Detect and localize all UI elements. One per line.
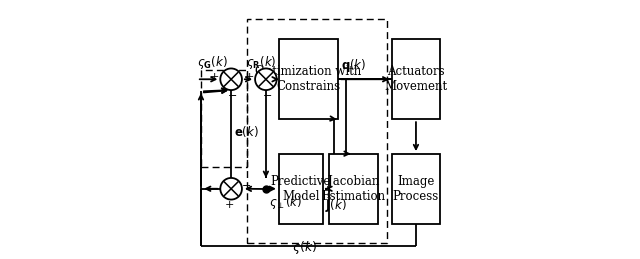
Bar: [246, 19, 387, 243]
Text: $\varsigma_\mathbf{R}(k)$: $\varsigma_\mathbf{R}(k)$: [246, 54, 276, 71]
Bar: [392, 154, 440, 224]
Bar: [279, 39, 338, 119]
Text: Jacobian
Estimation: Jacobian Estimation: [321, 175, 385, 203]
Circle shape: [255, 68, 276, 90]
Text: +: +: [210, 72, 220, 82]
Text: +: +: [244, 72, 254, 82]
Bar: [329, 154, 378, 224]
Text: $\hat{\mathbf{J}}(k)$: $\hat{\mathbf{J}}(k)$: [325, 194, 347, 215]
Text: +: +: [225, 200, 234, 210]
Circle shape: [220, 68, 242, 90]
Text: −: −: [228, 91, 237, 101]
Bar: [392, 39, 440, 119]
Text: $\varsigma_\perp(k)$: $\varsigma_\perp(k)$: [269, 195, 302, 211]
Bar: [201, 70, 247, 167]
Text: $\mathbf{e}(k)$: $\mathbf{e}(k)$: [234, 124, 259, 139]
Text: −: −: [262, 91, 272, 101]
Text: $\mathbf{q}(k)$: $\mathbf{q}(k)$: [341, 57, 367, 74]
Text: Actuators
Movement: Actuators Movement: [385, 65, 447, 93]
Circle shape: [220, 178, 242, 200]
Text: $\varsigma(k)$: $\varsigma(k)$: [292, 239, 317, 256]
Bar: [279, 154, 323, 224]
Text: Image
Process: Image Process: [393, 175, 439, 203]
Text: Optimization with
Constrains: Optimization with Constrains: [255, 65, 362, 93]
Text: Predictive
Model: Predictive Model: [271, 175, 331, 203]
Text: −: −: [242, 181, 252, 191]
Text: $\varsigma_\mathbf{G}(k)$: $\varsigma_\mathbf{G}(k)$: [197, 54, 228, 71]
